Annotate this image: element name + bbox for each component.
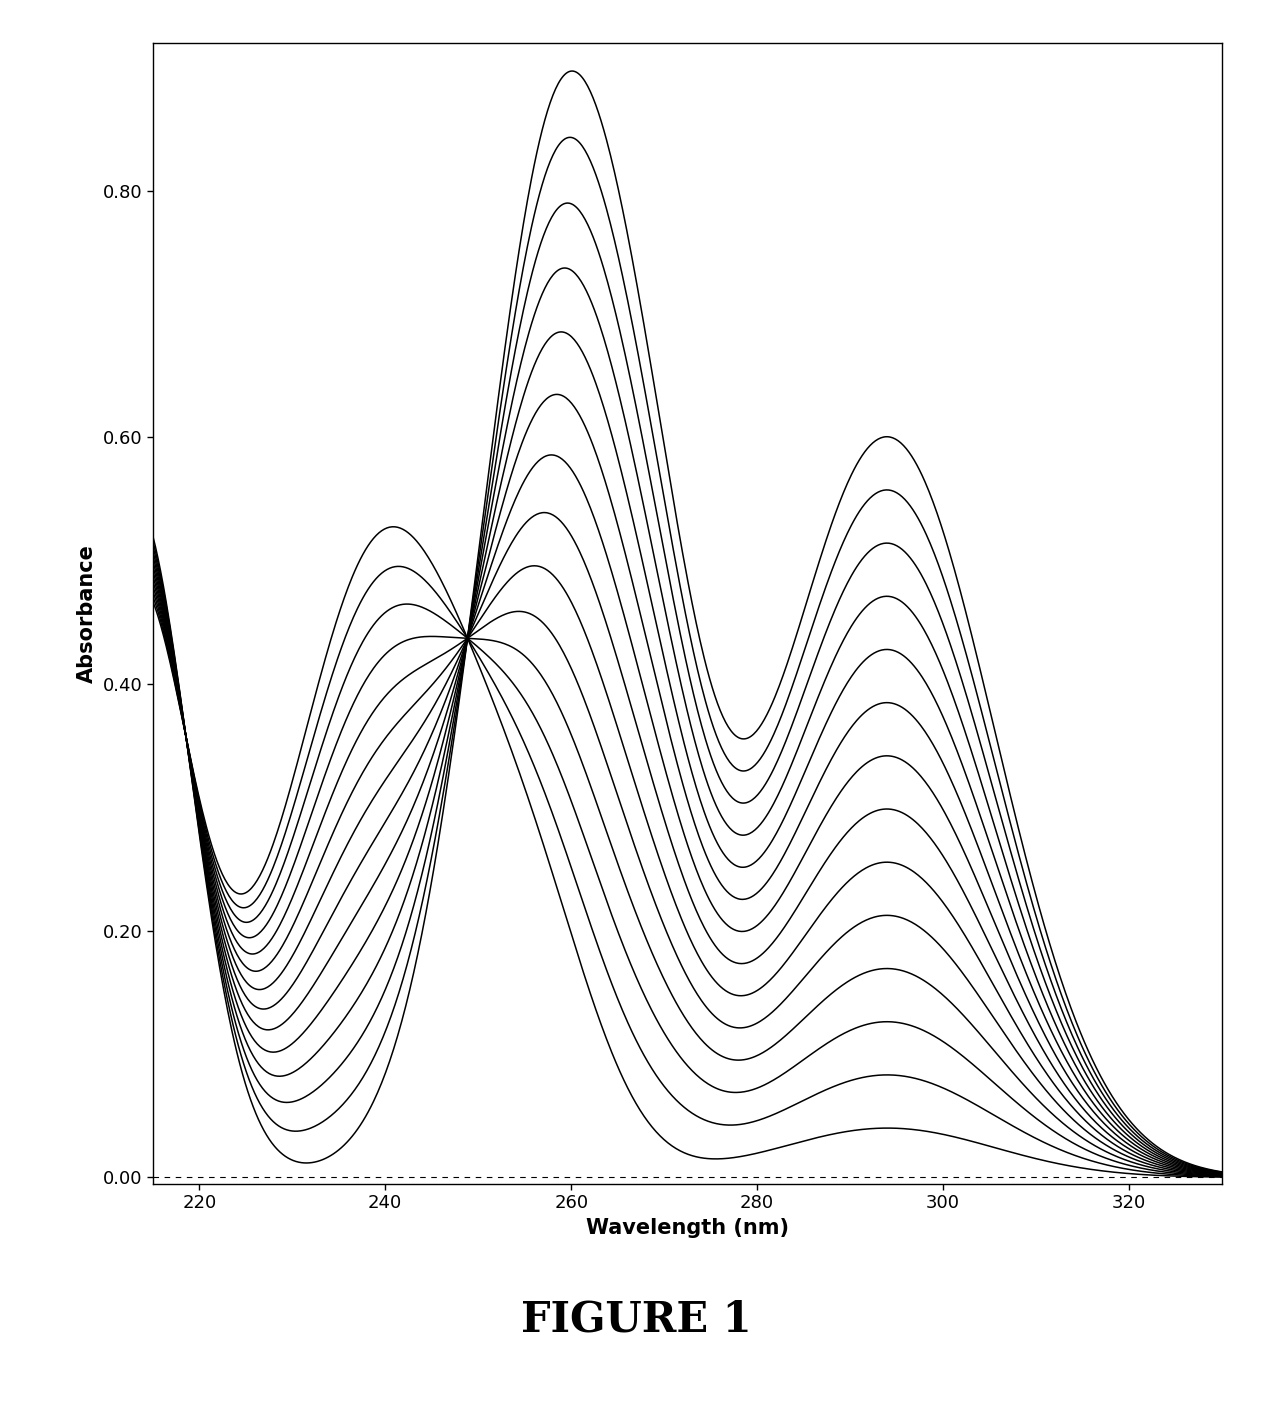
- X-axis label: Wavelength (nm): Wavelength (nm): [586, 1218, 789, 1238]
- Text: FIGURE 1: FIGURE 1: [521, 1298, 752, 1340]
- Y-axis label: Absorbance: Absorbance: [78, 543, 97, 683]
